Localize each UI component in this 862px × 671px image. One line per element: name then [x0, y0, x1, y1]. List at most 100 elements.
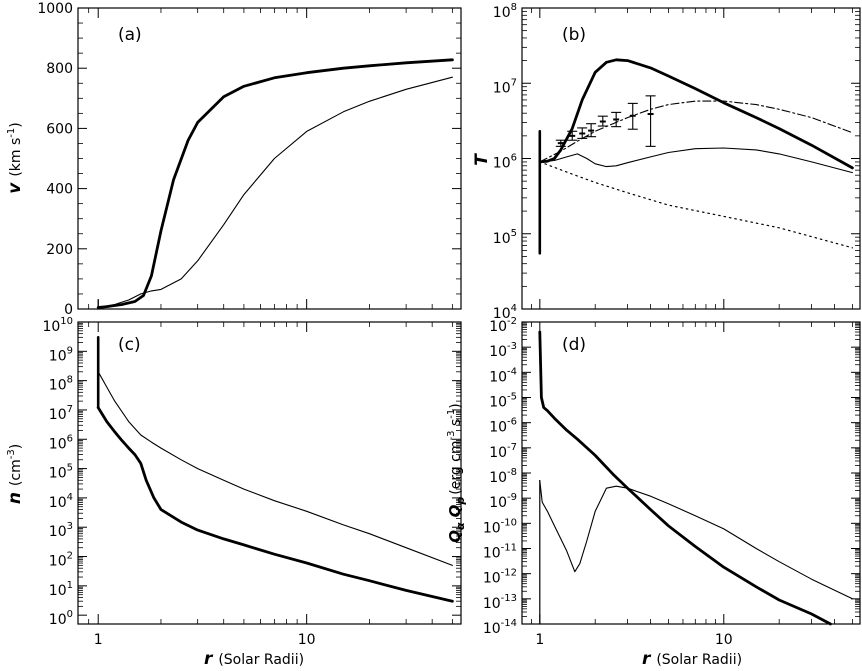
y-tick-base: 10 — [49, 612, 67, 628]
panel-d-ylabel-p: p — [454, 497, 467, 506]
series-line-thin-solid — [539, 147, 853, 174]
y-tick-exp: 2 — [67, 551, 73, 562]
y-tick-exp: 8 — [67, 375, 73, 386]
y-tick-label: 109 — [49, 345, 73, 364]
y-tick-label: 1010 — [42, 316, 73, 335]
y-tick-exp: -14 — [501, 618, 517, 629]
panel-c-label: (c) — [118, 335, 141, 355]
y-tick-label: 107 — [493, 77, 517, 96]
panel-c-xlabel-text: (Solar Radii) — [218, 652, 304, 668]
y-tick-exp: 5 — [67, 463, 73, 474]
series-line-thin-solid — [97, 371, 453, 566]
y-tick-label: 108 — [49, 375, 73, 394]
y-tick-base: 10 — [493, 231, 511, 247]
y-tick-exp: -5 — [507, 392, 517, 403]
y-tick-label: 400 — [46, 182, 73, 198]
panel-a-ylabel-close: ) — [8, 122, 24, 127]
y-tick-base: 10 — [483, 621, 501, 637]
y-tick-label: 10-2 — [489, 316, 517, 335]
panel-d-xlabel-symbol: r — [642, 649, 652, 669]
y-tick-exp: -13 — [501, 593, 517, 604]
panel-d-series — [538, 330, 853, 626]
panel-b-marks — [521, 7, 860, 310]
y-tick-label: 10-3 — [489, 341, 517, 360]
panel-a-series — [96, 58, 454, 310]
series-line-thin-solid — [539, 480, 853, 600]
series-line-thick-solid — [96, 58, 454, 309]
panel-d-marks — [521, 321, 860, 625]
y-tick-exp: -12 — [501, 568, 517, 579]
panel-c-ylabel-exp: -3 — [6, 449, 17, 459]
series-line-dotted — [539, 161, 854, 249]
series-line-dot-dash — [539, 100, 853, 163]
y-tick-label: 10-7 — [489, 442, 517, 461]
y-tick-label: 106 — [49, 433, 73, 452]
error-bar — [597, 115, 608, 127]
y-tick-exp: 7 — [511, 77, 517, 88]
y-tick-exp: -7 — [507, 442, 517, 453]
error-bar — [567, 130, 578, 141]
x-tick-label: 1 — [535, 632, 544, 648]
panel-a-ylabel-exp: -1 — [6, 128, 17, 138]
y-tick-label: 10-9 — [489, 492, 517, 511]
y-tick-label: 600 — [46, 121, 73, 137]
y-tick-base: 10 — [49, 407, 67, 423]
y-tick-base: 10 — [49, 436, 67, 452]
y-tick-label: 10-5 — [489, 392, 517, 411]
panel-d-ylabel: QαQp (erg cm-3 s-1) — [446, 403, 467, 542]
series-line-thick-solid — [538, 330, 832, 626]
y-tick-base: 10 — [489, 369, 507, 385]
panel-c-x-tick-labels: 1 10 — [94, 632, 316, 648]
y-tick-base: 10 — [493, 5, 511, 21]
y-tick-exp: -6 — [507, 417, 517, 428]
panel-a-ylabel-unit: (km s — [8, 138, 24, 177]
x-tick-label: 10 — [298, 632, 316, 648]
y-tick-exp: 10 — [60, 316, 73, 327]
y-tick-base: 10 — [483, 520, 501, 536]
y-tick-label: 102 — [49, 551, 73, 570]
panel-a-label: (a) — [118, 25, 142, 45]
y-tick-base: 10 — [483, 546, 501, 562]
y-tick-label: 1000 — [37, 1, 73, 17]
y-tick-label: 10-13 — [483, 593, 517, 612]
panel-a-ylabel: v (km s-1) — [5, 122, 25, 194]
panel-a-frame — [77, 7, 462, 310]
error-bar — [555, 139, 566, 147]
y-tick-label: 10-8 — [489, 467, 517, 486]
panel-c-ylabel-unit: (cm — [8, 459, 24, 486]
error-bar — [577, 127, 588, 139]
y-tick-base: 10 — [42, 319, 60, 335]
panel-d-xlabel-text: (Solar Radii) — [656, 652, 742, 668]
y-tick-exp: -3 — [507, 341, 517, 352]
y-tick-exp: 5 — [511, 228, 517, 239]
y-tick-base: 10 — [489, 495, 507, 511]
error-bar — [627, 102, 638, 130]
panel-b-frame — [521, 7, 861, 310]
y-tick-base: 10 — [49, 348, 67, 364]
y-tick-base: 10 — [49, 524, 67, 540]
series-line-thin-solid — [97, 76, 453, 309]
y-tick-label: 200 — [46, 242, 73, 258]
y-tick-exp: 4 — [511, 303, 517, 314]
panel-c-series — [96, 335, 454, 603]
series-line-thick-solid — [96, 406, 454, 603]
panel-b-series — [538, 58, 854, 255]
panel-c-marks — [77, 321, 461, 624]
y-tick-exp: -9 — [507, 492, 517, 503]
y-tick-exp: -10 — [501, 517, 517, 528]
panel-d-ylabel-q2: Q — [446, 504, 464, 517]
panel-d: (d) 10-1410-1310-1210-1110-1010-910-810-… — [446, 316, 861, 669]
panel-d-ylabel-close: ) — [448, 403, 464, 408]
y-tick-label: 106 — [493, 153, 517, 172]
panel-c-xlabel: r (Solar Radii) — [204, 649, 304, 669]
y-tick-label: 101 — [49, 580, 73, 599]
y-tick-base: 10 — [489, 470, 507, 486]
panel-d-y-tick-labels: 10-1410-1310-1210-1110-1010-910-810-710-… — [483, 316, 517, 637]
y-tick-base: 10 — [49, 466, 67, 482]
error-bar — [645, 95, 656, 147]
y-tick-base: 10 — [489, 445, 507, 461]
y-tick-label: 0 — [64, 302, 73, 318]
